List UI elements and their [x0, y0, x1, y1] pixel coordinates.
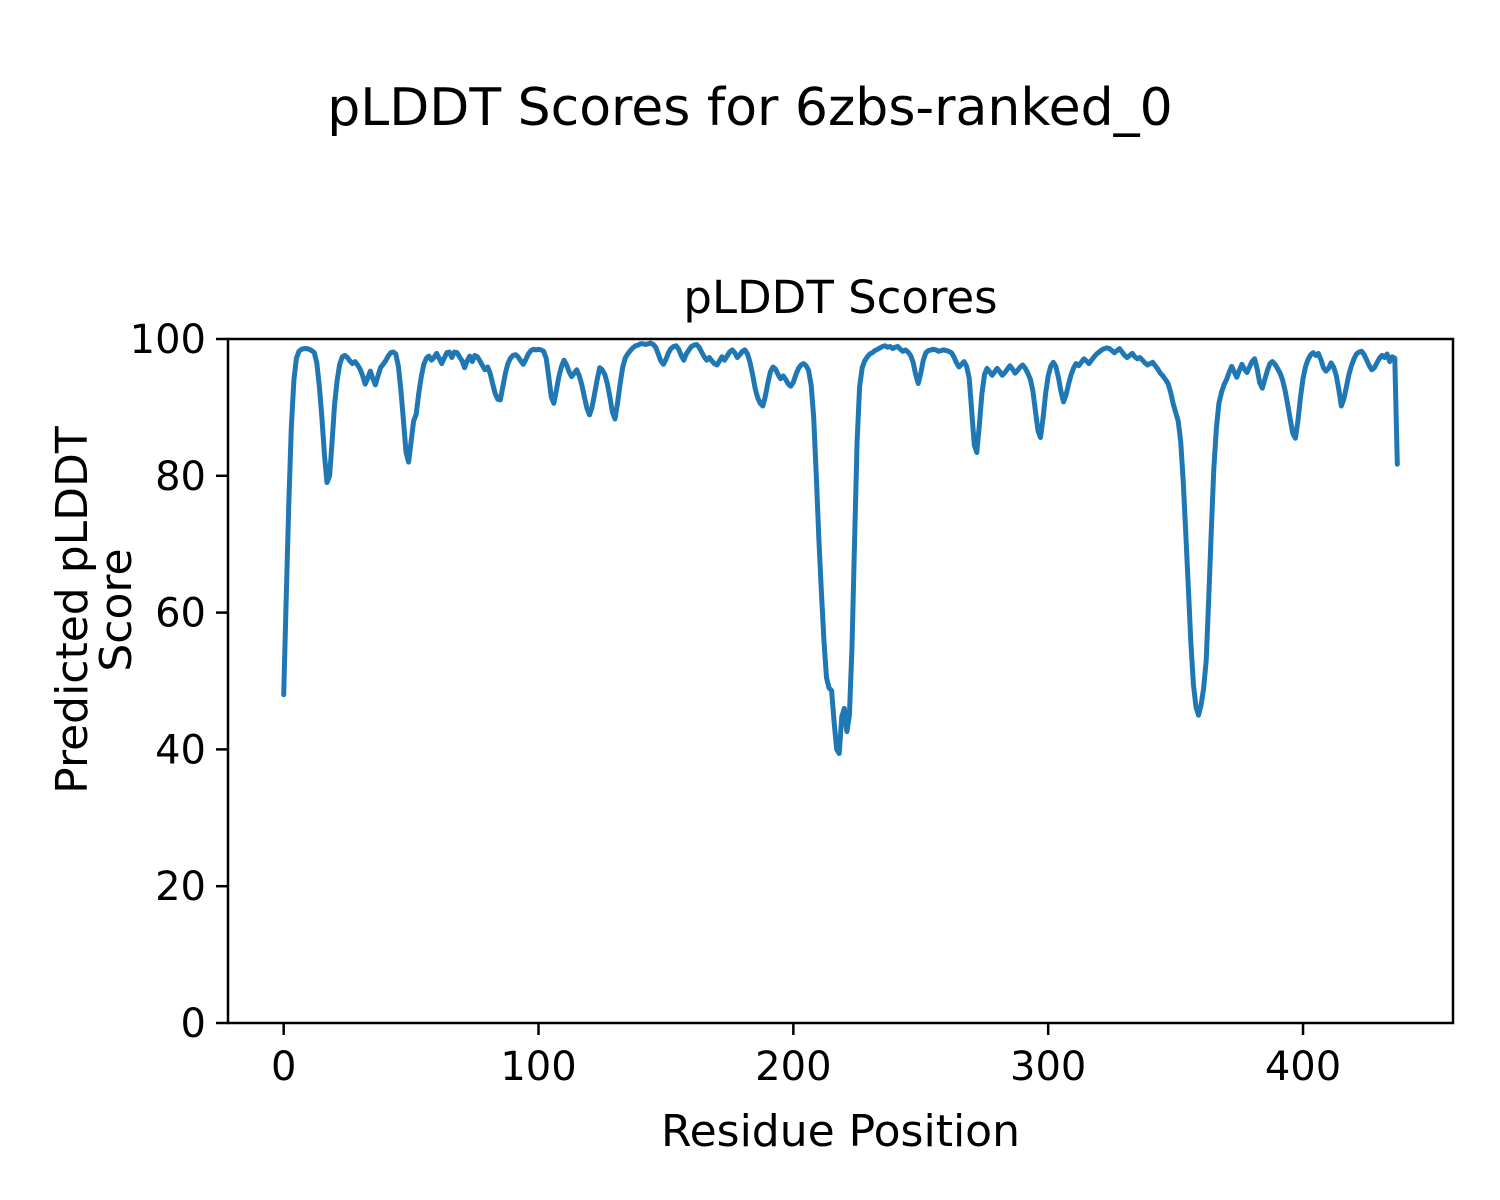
- x-tick-label: 200: [755, 1044, 831, 1090]
- x-axis-label: Residue Position: [660, 1106, 1020, 1157]
- y-tick-label: 20: [155, 864, 206, 910]
- figure-title: pLDDT Scores for 6zbs-ranked_0: [327, 78, 1173, 138]
- y-tick-label: 100: [130, 317, 206, 363]
- plddt-series-line: [281, 340, 1400, 756]
- y-tick-label: 80: [155, 454, 206, 500]
- axes-spines: [226, 337, 1455, 1025]
- y-tick-label: 0: [181, 1001, 206, 1047]
- x-tick-label: 100: [500, 1044, 576, 1090]
- x-tick-label: 0: [271, 1044, 296, 1090]
- x-tick-label: 300: [1010, 1044, 1086, 1090]
- x-tick-label: 400: [1265, 1044, 1341, 1090]
- axes-title: pLDDT Scores: [683, 271, 998, 324]
- y-axis-label: Predicted pLDDT Score: [47, 426, 142, 794]
- y-tick-label: 60: [155, 591, 206, 637]
- y-tick-label: 40: [155, 727, 206, 773]
